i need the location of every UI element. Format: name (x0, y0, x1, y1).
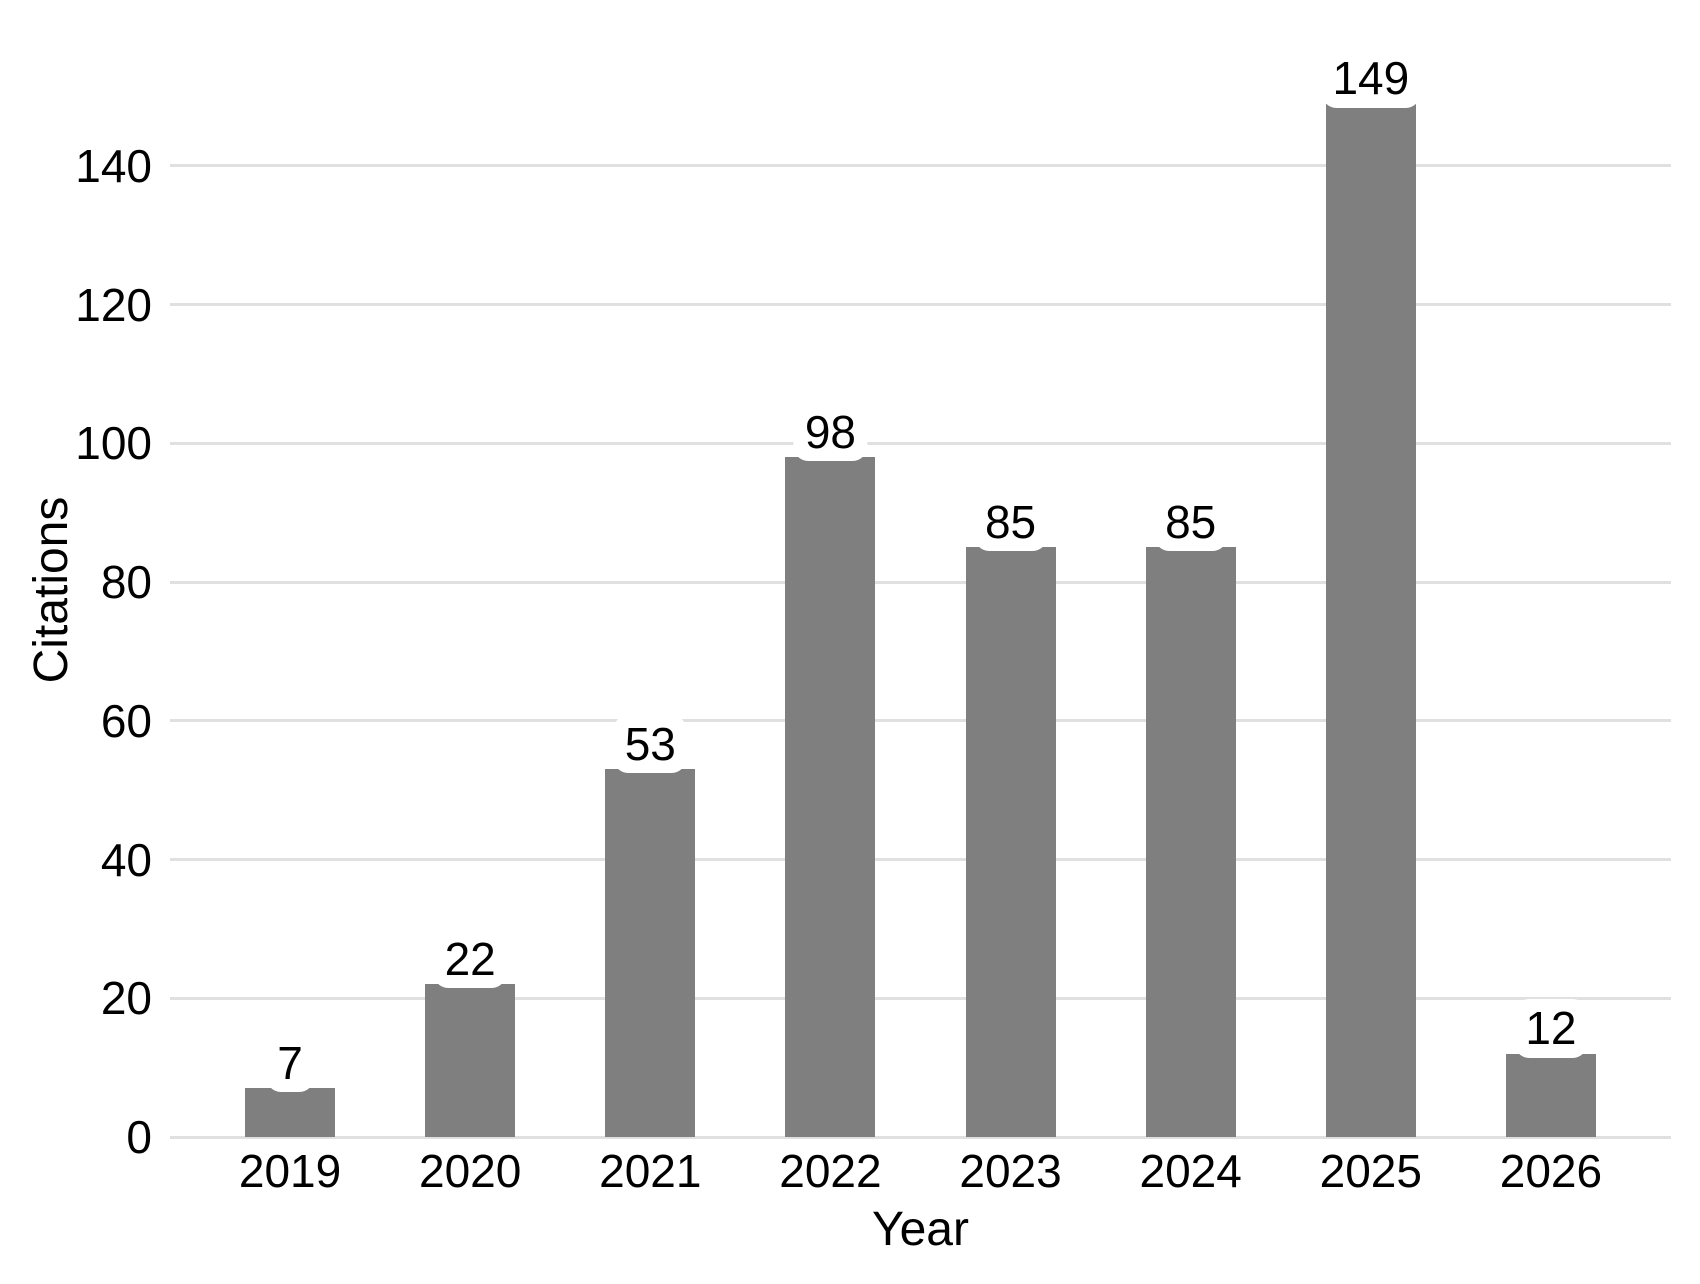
bar-slot-2022: 98 (740, 55, 920, 1137)
gridline-80 (170, 580, 1671, 584)
bar-2024 (1145, 547, 1236, 1137)
bar-value-label-2023: 85 (973, 492, 1048, 552)
plot-area: 7 22 53 98 85 85 149 12 (170, 48, 1671, 1139)
y-tick-label-0: 0 (126, 1111, 152, 1163)
y-tick-label-140: 140 (75, 139, 152, 192)
bar-slot-2026: 12 (1461, 55, 1641, 1137)
x-tick-label-2026: 2026 (1499, 1145, 1603, 1197)
x-tick-label-2025: 2025 (1319, 1145, 1422, 1197)
gridline-60 (170, 719, 1671, 723)
bar-value-label-2024: 85 (1154, 492, 1228, 552)
gridline-40 (170, 858, 1671, 862)
x-tick-label-2022: 2022 (779, 1145, 882, 1197)
bar-value-label-2025: 149 (1321, 48, 1421, 108)
bar-2022 (785, 457, 876, 1137)
bar-value-label-2020: 22 (433, 929, 507, 989)
y-tick-label-20: 20 (100, 972, 152, 1025)
x-tick-label-2020: 2020 (419, 1145, 522, 1197)
bar-slot-2020: 22 (380, 55, 560, 1137)
gridline-140 (170, 164, 1671, 168)
y-tick-label-40: 40 (100, 833, 152, 886)
x-tick-label-2021: 2021 (599, 1145, 702, 1197)
bar-value-label-2026: 12 (1514, 999, 1588, 1058)
x-tick-label-2024: 2024 (1139, 1145, 1242, 1197)
bar-value-label-2019: 7 (266, 1033, 314, 1093)
bar-slot-2023: 85 (921, 55, 1101, 1137)
x-axis-title: Year (872, 1203, 969, 1256)
y-tick-label-80: 80 (100, 556, 152, 609)
bar-2019 (245, 1088, 336, 1137)
bar-slot-2024: 85 (1101, 55, 1281, 1137)
bar-2026 (1505, 1053, 1596, 1137)
bar-slot-2025: 149 (1281, 48, 1461, 1137)
bar-2021 (605, 769, 696, 1137)
gridline-0 (170, 1135, 1671, 1139)
gridline-20 (170, 996, 1671, 1000)
x-tick-label-2023: 2023 (959, 1145, 1062, 1197)
bar-slot-2021: 53 (560, 55, 740, 1137)
bar-2023 (965, 547, 1056, 1137)
bar-value-label-2022: 98 (793, 402, 868, 462)
gridline-100 (170, 441, 1671, 445)
bar-2020 (425, 984, 516, 1137)
bar-value-label-2021: 53 (613, 714, 687, 774)
x-axis-tick-labels: 2019 2020 2021 2022 2023 2024 2025 2026 (170, 1148, 1671, 1194)
x-tick-label-2019: 2019 (238, 1145, 342, 1197)
y-axis-tick-labels: 0 20 40 60 80 100 120 140 (0, 55, 152, 1160)
y-tick-label-100: 100 (75, 417, 152, 470)
bar-slot-2019: 7 (200, 55, 380, 1137)
gridline-120 (170, 303, 1671, 307)
y-tick-label-60: 60 (100, 694, 152, 747)
bar-2025 (1325, 103, 1416, 1137)
bars-row: 7 22 53 98 85 85 149 12 (170, 48, 1671, 1137)
y-tick-label-120: 120 (75, 278, 152, 331)
